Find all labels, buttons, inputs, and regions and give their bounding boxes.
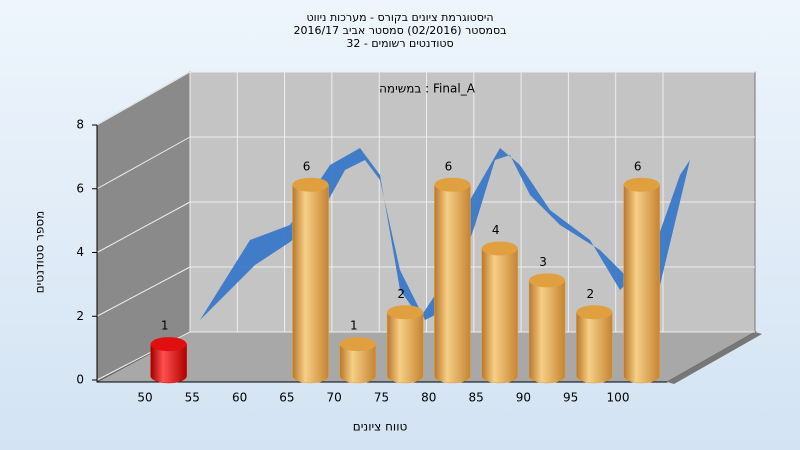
grid-line bbox=[96, 266, 191, 317]
x-tick-label: 65 bbox=[279, 391, 294, 405]
bar-body bbox=[623, 184, 660, 384]
grid-line bbox=[96, 136, 191, 190]
x-tick-label: 95 bbox=[563, 391, 578, 405]
chart-title: היסטוגרמת ציונים בקורס - מערכות ניווט bbox=[306, 11, 493, 24]
annotation: במשימה : Final_A bbox=[379, 82, 476, 96]
bar bbox=[339, 337, 377, 384]
y-tick-label: 8 bbox=[76, 118, 84, 132]
bar-top bbox=[387, 305, 424, 320]
y-tick-label: 6 bbox=[76, 181, 84, 195]
floor-edge bbox=[667, 332, 762, 384]
data-label: 1 bbox=[350, 319, 358, 333]
x-tick-label: 75 bbox=[374, 391, 389, 405]
bar bbox=[576, 305, 613, 384]
chart-title: בסמסטר (02/2016) סמסטר אביב 2016/17 bbox=[293, 24, 506, 37]
bar-body bbox=[386, 312, 424, 384]
bar-body bbox=[528, 280, 566, 384]
data-label: 6 bbox=[634, 159, 642, 173]
y-tick-label: 4 bbox=[76, 245, 84, 259]
bar-top bbox=[339, 337, 376, 352]
bar bbox=[386, 305, 424, 384]
bar-body bbox=[150, 343, 187, 384]
grid-line bbox=[96, 71, 191, 126]
x-tick-label: 90 bbox=[516, 391, 531, 405]
bar-top bbox=[623, 177, 660, 192]
data-label: 2 bbox=[397, 287, 405, 301]
bar-top bbox=[481, 241, 518, 256]
x-tick-label: 70 bbox=[327, 391, 342, 405]
y-tick-label: 2 bbox=[76, 309, 84, 323]
x-tick-label: 85 bbox=[468, 391, 483, 405]
x-tick-label: 80 bbox=[421, 391, 436, 405]
bar bbox=[528, 273, 566, 384]
bar bbox=[292, 177, 329, 384]
data-label: 4 bbox=[492, 223, 500, 237]
x-tick-label: 100 bbox=[607, 391, 630, 405]
data-label: 1 bbox=[161, 319, 169, 333]
x-tick-label: 60 bbox=[232, 391, 247, 405]
bar bbox=[623, 177, 660, 384]
y-axis-label: מספר סטודנטים bbox=[33, 211, 47, 294]
bar-top bbox=[292, 177, 329, 192]
bar-top bbox=[576, 305, 613, 320]
x-tick-label: 50 bbox=[137, 391, 152, 405]
bar-top bbox=[434, 177, 471, 192]
bar-body bbox=[481, 248, 518, 384]
y-tick-label: 0 bbox=[76, 373, 84, 387]
data-label: 6 bbox=[445, 159, 453, 173]
data-label: 3 bbox=[539, 255, 547, 269]
bar-top bbox=[150, 337, 187, 352]
bar-body bbox=[292, 184, 329, 384]
bar bbox=[434, 177, 471, 384]
bar bbox=[150, 337, 187, 384]
x-tick-label: 55 bbox=[185, 391, 200, 405]
bar-body bbox=[434, 184, 471, 384]
data-label: 6 bbox=[303, 159, 311, 173]
chart-title: סטודנטים רשומים - 32 bbox=[346, 37, 453, 50]
bar bbox=[481, 241, 518, 384]
bar-top bbox=[529, 273, 566, 288]
bar-body bbox=[339, 343, 377, 384]
bar-body bbox=[576, 312, 613, 384]
grid-line bbox=[96, 201, 191, 253]
data-label: 2 bbox=[587, 287, 595, 301]
x-axis-label: טווח ציונים bbox=[353, 420, 408, 434]
